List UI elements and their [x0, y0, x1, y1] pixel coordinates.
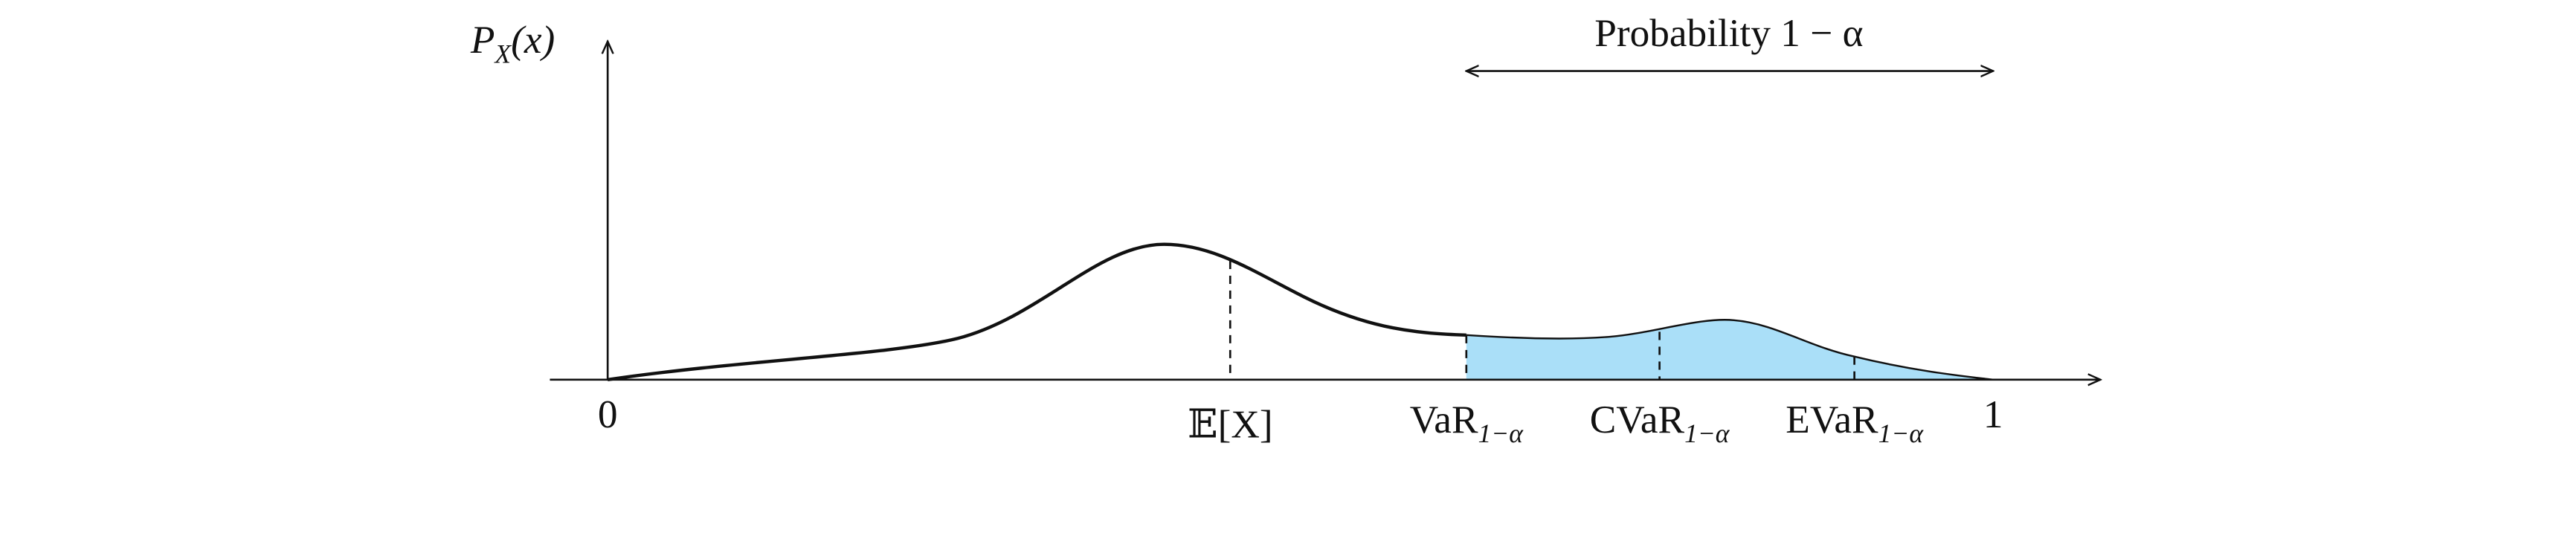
cvar-sub: 1−α	[1684, 418, 1730, 448]
y-label-sub: X	[493, 39, 512, 68]
y-label-base: P	[470, 18, 495, 62]
evar-sub: 1−α	[1878, 418, 1925, 448]
y-label-arg: (x)	[511, 18, 555, 62]
origin-label: 0	[598, 392, 618, 436]
cvar-label: CVaR1−α	[1590, 398, 1730, 448]
density-curve-tail	[1466, 319, 1994, 381]
density-curve	[607, 242, 1466, 381]
var-main: VaR	[1410, 398, 1478, 442]
end-label: 1	[1983, 392, 2003, 436]
y-axis-label: PX(x)	[470, 18, 555, 68]
evar-label: EVaR1−α	[1786, 398, 1924, 448]
var-sub: 1−α	[1478, 418, 1524, 448]
var-label: VaR1−α	[1410, 398, 1524, 448]
evar-main: EVaR	[1786, 398, 1878, 442]
cvar-main: CVaR	[1590, 398, 1685, 442]
mean-label: 𝔼[X]	[1188, 403, 1273, 447]
tail-area	[1466, 320, 1994, 380]
probability-label: Probability 1 − α	[1594, 11, 1863, 55]
